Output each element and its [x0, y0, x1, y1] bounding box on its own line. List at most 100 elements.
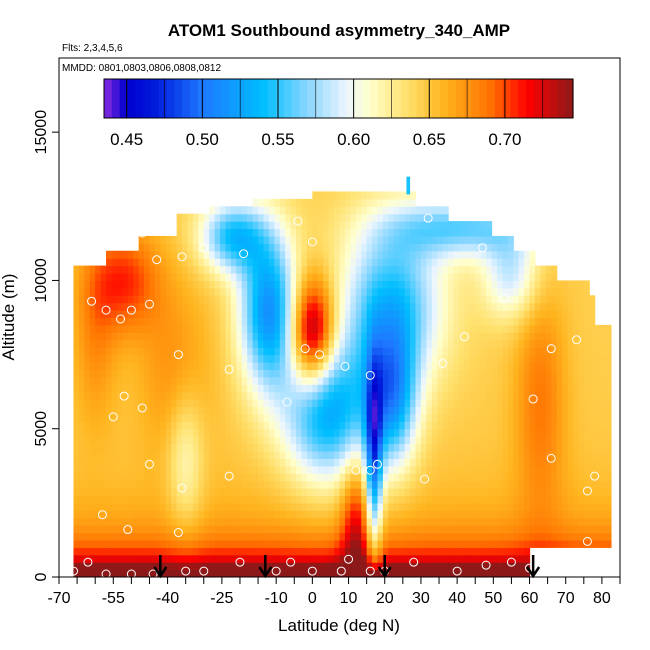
heatmap-cell [551, 376, 558, 385]
heatmap-cell [127, 280, 134, 289]
heatmap-cell [437, 265, 444, 274]
heatmap-cell [355, 458, 362, 467]
heatmap-cell [290, 258, 297, 267]
heatmap-cell [84, 458, 91, 467]
heatmap-cell [274, 473, 281, 482]
heatmap-cell [176, 384, 183, 393]
heatmap-cell [551, 399, 558, 408]
heatmap-cell [366, 228, 373, 237]
heatmap-cell [182, 332, 189, 341]
heatmap-cell [160, 347, 167, 356]
heatmap-cell [377, 198, 384, 207]
heatmap-cell [225, 361, 232, 370]
heatmap-cell [513, 569, 520, 577]
heatmap-cell [144, 384, 151, 393]
heatmap-cell [545, 517, 552, 526]
heatmap-cell [236, 273, 243, 282]
heatmap-cell [176, 473, 183, 482]
heatmap-cell [78, 339, 85, 348]
heatmap-cell [355, 532, 362, 541]
heatmap-cell [431, 428, 438, 437]
heatmap-cell [279, 495, 286, 504]
heatmap-cell [328, 228, 335, 237]
heatmap-cell [372, 310, 379, 319]
heatmap-cell [372, 473, 379, 482]
heatmap-cell [160, 302, 167, 311]
heatmap-cell [198, 265, 205, 274]
observation-point [224, 471, 234, 481]
heatmap-cell [296, 376, 303, 385]
heatmap-cell [144, 361, 151, 370]
heatmap-cell [410, 206, 417, 215]
heatmap-cell [241, 406, 248, 415]
heatmap-cell [149, 473, 156, 482]
heatmap-cell [214, 287, 221, 296]
heatmap-cell [203, 235, 210, 244]
heatmap-cell [100, 273, 107, 282]
heatmap-cell [453, 302, 460, 311]
heatmap-cell [399, 198, 406, 207]
heatmap-cell [448, 480, 455, 489]
heatmap-cell [529, 310, 536, 319]
heatmap-cell [469, 443, 476, 452]
heatmap-cell [133, 525, 140, 534]
heatmap-cell [399, 502, 406, 511]
heatmap-cell [230, 243, 237, 252]
heatmap-cell [220, 562, 227, 571]
heatmap-cell [399, 235, 406, 244]
heatmap-cell [247, 221, 254, 230]
heatmap-cell [268, 332, 275, 341]
heatmap-cell [524, 324, 531, 333]
heatmap-cell [393, 495, 400, 504]
heatmap-cell [78, 421, 85, 430]
heatmap-cell [144, 450, 151, 459]
heatmap-cell [225, 280, 232, 289]
observation-point [365, 465, 375, 475]
heatmap-cell [507, 302, 514, 311]
heatmap-cell [469, 473, 476, 482]
heatmap-cell [448, 495, 455, 504]
heatmap-cell [372, 361, 379, 370]
heatmap-cell [192, 450, 199, 459]
heatmap-cell [562, 310, 569, 319]
heatmap-cell [89, 450, 96, 459]
heatmap-cell [475, 562, 482, 571]
heatmap-cell [84, 361, 91, 370]
heatmap-cell [317, 302, 324, 311]
heatmap-cell [209, 347, 216, 356]
heatmap-cell [296, 206, 303, 215]
heatmap-cell [84, 413, 91, 422]
heatmap-cell [84, 399, 91, 408]
heatmap-cell [268, 413, 275, 422]
heatmap-cell [182, 421, 189, 430]
heatmap-cell [133, 258, 140, 267]
heatmap-cell [100, 510, 107, 519]
heatmap-cell [247, 376, 254, 385]
heatmap-cell [502, 384, 509, 393]
observation-point [300, 344, 310, 354]
heatmap-cell [545, 339, 552, 348]
heatmap-cell [296, 406, 303, 415]
heatmap-cell [605, 399, 612, 408]
heatmap-cell [524, 361, 531, 370]
heatmap-cell [220, 324, 227, 333]
heatmap-cell [323, 339, 330, 348]
heatmap-cell [268, 295, 275, 304]
heatmap-cell [154, 302, 161, 311]
heatmap-cell [475, 406, 482, 415]
heatmap-cell [388, 332, 395, 341]
heatmap-cell [372, 221, 379, 230]
heatmap-cell [388, 243, 395, 252]
heatmap-cell [230, 273, 237, 282]
heatmap-cell [290, 302, 297, 311]
heatmap-cell [176, 280, 183, 289]
heatmap-cell [198, 295, 205, 304]
heatmap-cell [236, 480, 243, 489]
heatmap-cell [116, 317, 123, 326]
heatmap-cell [323, 473, 330, 482]
heatmap-cell [518, 302, 525, 311]
heatmap-cell [73, 488, 80, 497]
heatmap-cell [138, 317, 145, 326]
heatmap-cell [312, 273, 319, 282]
heatmap-cell [285, 258, 292, 267]
